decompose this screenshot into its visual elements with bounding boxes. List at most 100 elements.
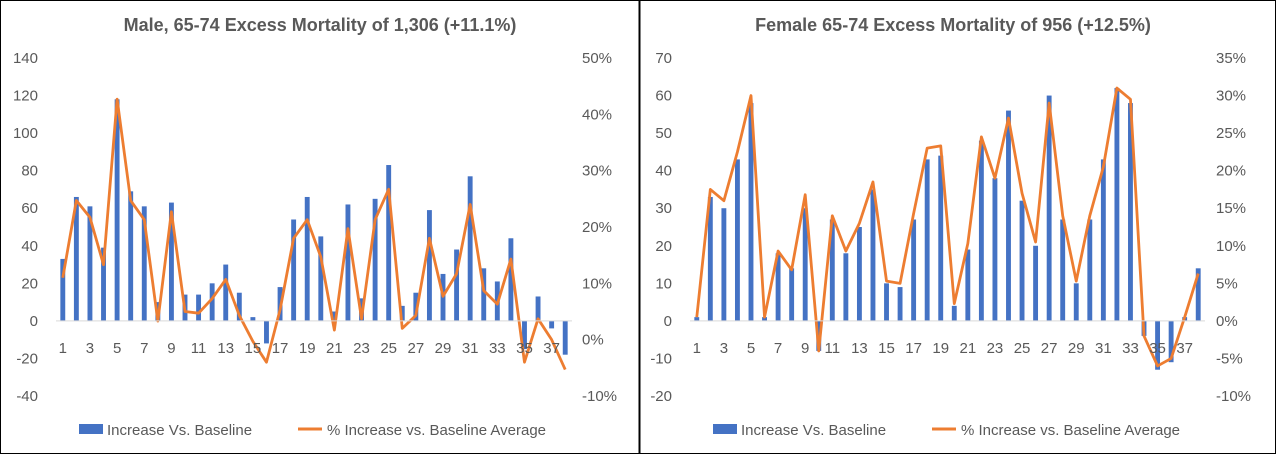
x-tick-label: 17 bbox=[905, 340, 922, 357]
x-tick-label: 25 bbox=[380, 340, 397, 357]
line-series-group bbox=[695, 86, 1200, 368]
x-tick-label: 3 bbox=[86, 340, 94, 357]
bar bbox=[128, 191, 134, 321]
y-tick-label: 40 bbox=[655, 163, 672, 180]
x-tick-label: 37 bbox=[1176, 340, 1193, 357]
bar bbox=[101, 247, 106, 321]
bar bbox=[141, 206, 147, 321]
y2-tick-label: 0% bbox=[1216, 313, 1238, 330]
bar bbox=[992, 178, 998, 321]
y2-tick-label: 30% bbox=[582, 163, 612, 180]
y2-tick-label: -5% bbox=[1216, 350, 1243, 367]
y-axis-left: 140 120 100 80 60 40 20 0 -20 -40 bbox=[13, 50, 38, 405]
x-tick-label: 15 bbox=[878, 340, 895, 357]
y-tick-label: 0 bbox=[30, 313, 38, 330]
y-axis-right: 50% 40% 30% 20% 10% 0% -10% bbox=[582, 50, 617, 405]
bar bbox=[467, 176, 473, 321]
x-tick-label: 13 bbox=[851, 340, 868, 357]
y2-tick-label: 40% bbox=[582, 106, 612, 123]
y-tick-label: 10 bbox=[655, 275, 672, 292]
bar bbox=[694, 317, 700, 321]
chart-panel-female: Female 65-74 Excess Mortality of 956 (+1… bbox=[650, 15, 1251, 439]
bar bbox=[1128, 103, 1133, 321]
x-tick-label: 19 bbox=[932, 340, 949, 357]
legend-line-label: % Increase vs. Baseline Average bbox=[327, 422, 546, 439]
bar bbox=[938, 155, 944, 321]
y2-tick-label: -10% bbox=[582, 388, 617, 405]
x-axis: 1 3 5 7 9 11 13 15 17 19 21 23 25 27 29 31 33 35 37 bbox=[690, 320, 1205, 357]
x-tick-label: 37 bbox=[543, 340, 560, 357]
bar bbox=[802, 208, 808, 321]
bar bbox=[1060, 219, 1066, 321]
y2-tick-label: 15% bbox=[1216, 200, 1246, 217]
x-tick-label: 11 bbox=[191, 340, 207, 357]
bar bbox=[1033, 245, 1039, 321]
bar bbox=[236, 292, 242, 321]
y-tick-label: 60 bbox=[655, 88, 672, 105]
bar bbox=[250, 317, 256, 321]
y2-tick-label: 5% bbox=[1216, 275, 1238, 292]
bar bbox=[1195, 268, 1201, 321]
bar bbox=[965, 249, 971, 321]
bar bbox=[264, 320, 269, 344]
bar bbox=[318, 236, 324, 321]
y2-tick-label: 10% bbox=[582, 275, 612, 292]
bar bbox=[924, 159, 930, 321]
bar bbox=[426, 210, 432, 321]
x-tick-label: 1 bbox=[59, 340, 67, 357]
legend-bar-label: Increase Vs. Baseline bbox=[107, 422, 252, 439]
y-tick-label: 20 bbox=[655, 238, 672, 255]
bar bbox=[775, 253, 781, 321]
x-tick-label: 1 bbox=[693, 340, 701, 357]
bar bbox=[562, 320, 568, 355]
bar bbox=[196, 294, 202, 321]
legend: Increase Vs. Baseline % Increase vs. Bas… bbox=[79, 422, 546, 439]
bar bbox=[60, 258, 66, 321]
x-axis: 1 3 5 7 9 11 13 15 17 19 21 23 25 27 29 31 33 35 37 bbox=[56, 320, 572, 357]
legend: Increase Vs. Baseline % Increase vs. Bas… bbox=[713, 422, 1180, 439]
bar bbox=[1155, 320, 1161, 370]
bar bbox=[1114, 88, 1120, 321]
y2-tick-label: 25% bbox=[1216, 125, 1246, 142]
bar bbox=[87, 206, 93, 321]
bar bbox=[789, 268, 795, 321]
chart-title: Male, 65-74 Excess Mortality of 1,306 (+… bbox=[124, 15, 517, 35]
bar bbox=[73, 196, 79, 321]
legend-bar-swatch bbox=[713, 424, 737, 434]
x-tick-label: 23 bbox=[353, 340, 370, 357]
y-tick-label: 30 bbox=[655, 200, 672, 217]
bar bbox=[870, 189, 876, 321]
x-tick-label: 17 bbox=[272, 340, 289, 357]
x-tick-label: 33 bbox=[489, 340, 506, 357]
bar bbox=[399, 305, 405, 321]
bar bbox=[508, 238, 514, 321]
x-tick-label: 3 bbox=[720, 340, 728, 357]
x-tick-label: 5 bbox=[113, 340, 121, 357]
bar bbox=[535, 296, 541, 321]
bar bbox=[1046, 95, 1052, 321]
legend-line-label: % Increase vs. Baseline Average bbox=[961, 422, 1180, 439]
y-tick-label: -40 bbox=[16, 388, 38, 405]
bar bbox=[304, 196, 310, 321]
bar bbox=[707, 196, 713, 321]
bar bbox=[911, 219, 917, 321]
line-series bbox=[61, 97, 567, 371]
bar bbox=[897, 287, 903, 321]
x-tick-label: 7 bbox=[140, 340, 148, 357]
bar bbox=[843, 253, 849, 321]
x-tick-label: 25 bbox=[1014, 340, 1031, 357]
bar bbox=[829, 219, 835, 321]
bar bbox=[748, 103, 754, 321]
bar bbox=[549, 320, 555, 329]
x-tick-label: 35 bbox=[1149, 340, 1166, 357]
x-tick-label: 9 bbox=[167, 340, 175, 357]
y-tick-label: 120 bbox=[13, 88, 38, 105]
bar bbox=[1073, 283, 1079, 321]
y-tick-label: -20 bbox=[16, 350, 38, 367]
bar bbox=[734, 159, 740, 321]
bar bbox=[209, 283, 215, 321]
x-tick-label: 27 bbox=[1041, 340, 1058, 357]
chart-panel-male: Male, 65-74 Excess Mortality of 1,306 (+… bbox=[13, 15, 617, 439]
